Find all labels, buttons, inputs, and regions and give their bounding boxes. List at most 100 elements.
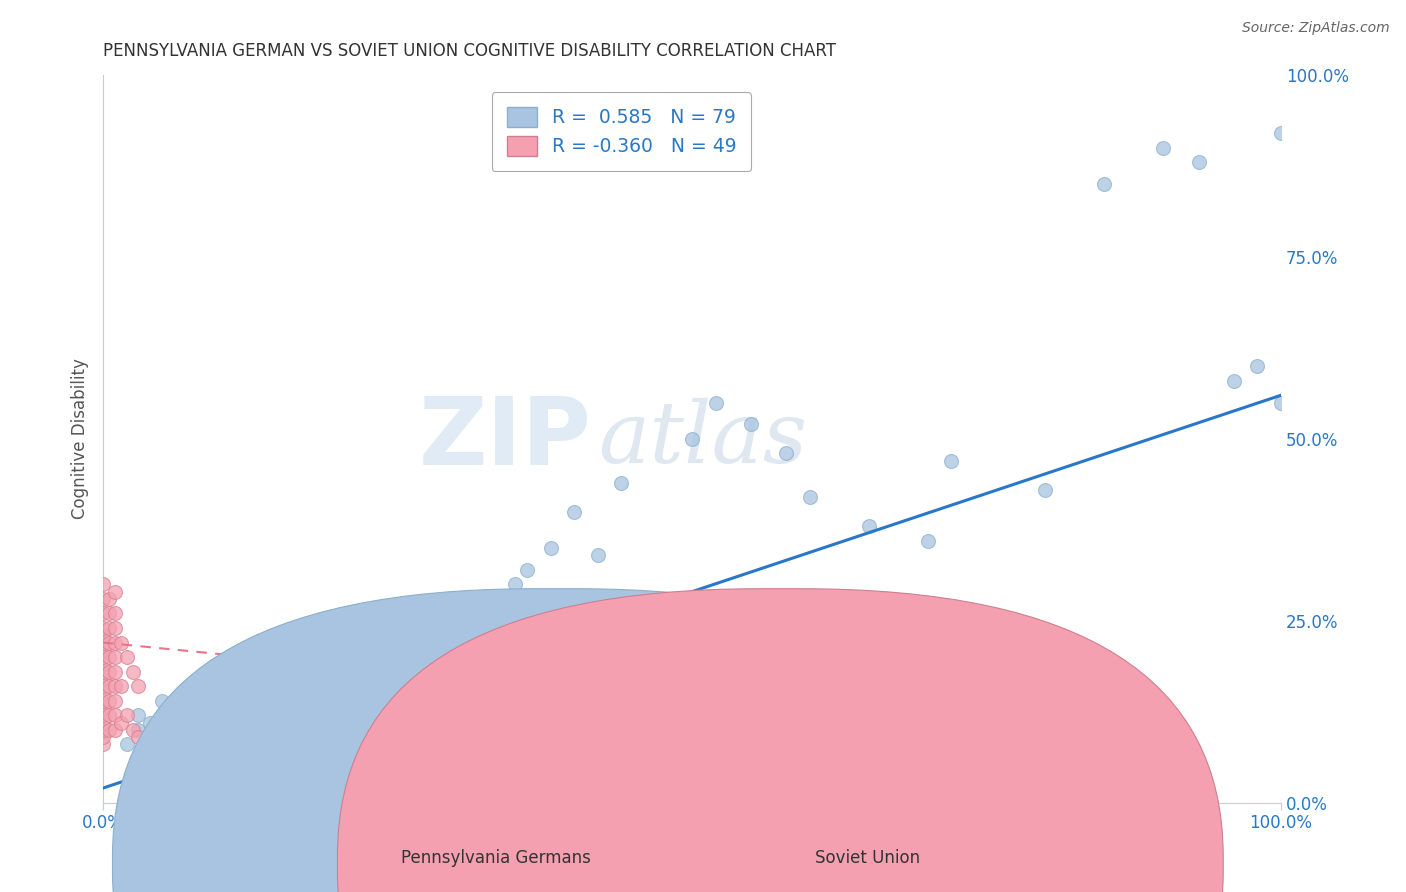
Point [316,635,339,649]
Point [245,694,267,708]
Point [139,715,162,730]
Y-axis label: Cognitive Disability: Cognitive Disability [72,359,89,519]
Point [304,643,326,657]
Point [681,432,703,446]
Point [104,635,127,649]
Point [433,607,456,621]
Point [104,708,127,723]
Point [115,738,138,752]
Point [91,657,114,672]
Text: atlas: atlas [598,398,807,480]
Point [1246,359,1268,373]
Point [121,665,143,679]
Text: ZIP: ZIP [419,392,592,485]
Point [257,665,280,679]
Text: Pennsylvania Germans: Pennsylvania Germans [401,849,591,867]
Point [198,694,221,708]
Point [115,650,138,665]
Point [104,723,127,737]
Point [98,679,121,693]
Point [127,723,149,737]
Point [186,701,208,715]
Point [292,650,315,665]
Point [150,723,173,737]
Point [104,584,127,599]
Point [104,650,127,665]
Point [481,591,503,606]
Point [91,577,114,591]
Point [127,708,149,723]
Point [91,621,114,635]
Point [941,454,963,468]
Point [150,708,173,723]
Point [1187,155,1209,169]
Point [221,686,243,700]
Point [127,730,149,744]
Point [98,723,121,737]
Point [110,635,132,649]
Point [174,708,197,723]
Point [562,505,585,519]
Point [91,635,114,649]
Point [233,665,256,679]
Point [174,686,197,700]
Point [104,665,127,679]
Point [91,665,114,679]
Point [91,591,114,606]
Point [422,628,444,642]
Point [339,657,361,672]
Point [110,715,132,730]
Point [704,395,727,409]
Point [121,723,143,737]
Point [98,665,121,679]
Point [209,715,232,730]
Point [363,635,385,649]
Point [352,650,374,665]
Point [269,679,291,693]
Text: PENNSYLVANIA GERMAN VS SOVIET UNION COGNITIVE DISABILITY CORRELATION CHART: PENNSYLVANIA GERMAN VS SOVIET UNION COGN… [103,42,837,60]
Point [98,607,121,621]
Point [387,621,409,635]
Point [1035,483,1057,497]
Point [269,701,291,715]
Point [104,679,127,693]
Point [516,563,538,577]
Point [91,694,114,708]
Point [328,643,350,657]
Point [91,730,114,744]
Point [292,679,315,693]
Point [186,715,208,730]
Point [468,614,491,628]
Point [91,701,114,715]
Point [163,715,186,730]
Point [127,679,149,693]
Point [1223,374,1246,388]
Point [198,708,221,723]
Point [740,417,762,432]
Point [98,621,121,635]
Point [98,694,121,708]
Point [91,628,114,642]
Point [316,665,339,679]
Point [186,679,208,693]
Point [91,679,114,693]
Point [1152,141,1174,155]
Point [446,621,468,635]
Point [98,635,121,649]
Point [115,708,138,723]
Point [233,679,256,693]
Point [91,715,114,730]
Point [858,519,880,533]
Point [257,686,280,700]
Point [104,694,127,708]
Point [163,701,186,715]
Point [221,708,243,723]
Point [91,672,114,686]
Point [540,541,562,555]
Point [209,701,232,715]
Point [91,723,114,737]
Point [269,657,291,672]
Point [233,701,256,715]
Point [150,694,173,708]
Point [91,643,114,657]
